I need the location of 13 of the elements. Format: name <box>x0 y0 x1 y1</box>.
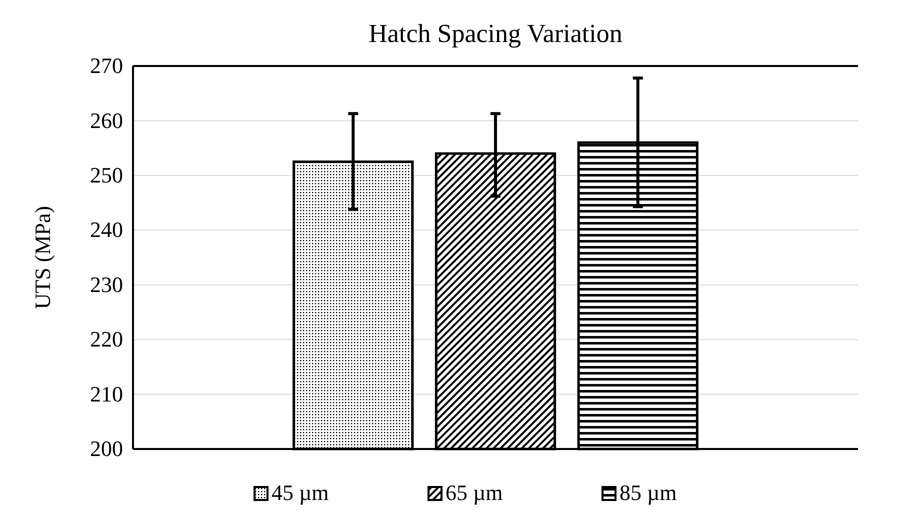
y-tick-label: 250 <box>90 162 123 188</box>
y-tick-label: 220 <box>90 326 123 352</box>
chart-title: Hatch Spacing Variation <box>368 19 622 48</box>
legend-label: 45 µm <box>272 480 329 505</box>
y-tick-label: 270 <box>90 53 123 78</box>
y-tick-label: 240 <box>90 217 123 242</box>
y-tick-label: 230 <box>90 272 123 297</box>
y-tick-label: 200 <box>90 436 123 462</box>
legend-label: 85 µm <box>620 480 677 505</box>
y-tick-label: 260 <box>90 108 123 133</box>
y-axis-title: UTS (MPa) <box>30 206 55 310</box>
y-tick-label: 210 <box>90 381 123 406</box>
legend-label: 65 µm <box>446 480 503 505</box>
